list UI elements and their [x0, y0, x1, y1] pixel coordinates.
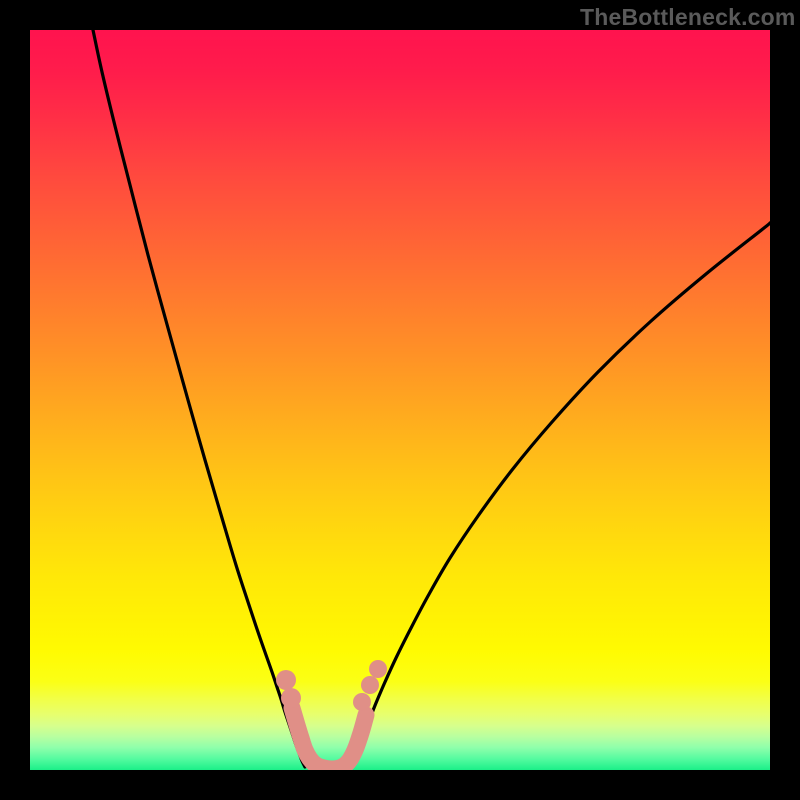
- highlight-dot: [361, 676, 379, 694]
- highlight-dot: [353, 693, 371, 711]
- gradient-background: [30, 30, 770, 770]
- highlight-dot: [369, 660, 387, 678]
- highlight-dot: [276, 670, 296, 690]
- highlight-dot: [281, 688, 301, 708]
- watermark-text: TheBottleneck.com: [580, 4, 796, 31]
- plot-svg: [30, 30, 770, 770]
- canvas: TheBottleneck.com: [0, 0, 800, 800]
